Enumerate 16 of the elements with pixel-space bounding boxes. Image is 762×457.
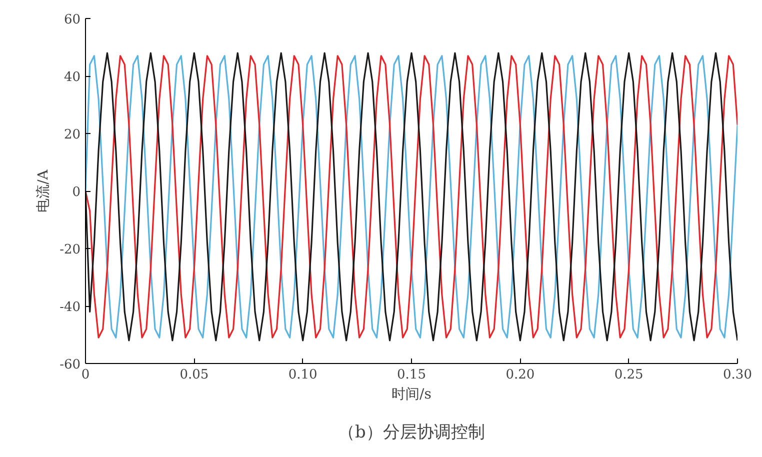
y-tick-label: 40 — [64, 70, 81, 85]
x-axis-title: 时间/s — [392, 386, 432, 402]
x-tick-label: 0.15 — [397, 368, 426, 382]
x-tick-label: 0.10 — [288, 368, 318, 382]
y-axis-title: 电流/A — [36, 168, 52, 212]
text: （b）分层协调控制 — [338, 422, 485, 442]
y-tick-label: 60 — [64, 12, 81, 28]
y-tick-label: 20 — [64, 128, 81, 142]
y-tick-label: 0 — [72, 185, 81, 200]
y-tick-label: -40 — [60, 300, 81, 315]
x-tick-label: 0.25 — [614, 368, 644, 382]
x-tick-label: 0.05 — [180, 368, 209, 382]
x-tick-label: 0.20 — [506, 368, 535, 382]
x-tick-label: 0.30 — [723, 368, 752, 382]
y-tick-label: -20 — [60, 242, 81, 258]
y-tick-label: -60 — [60, 358, 81, 372]
